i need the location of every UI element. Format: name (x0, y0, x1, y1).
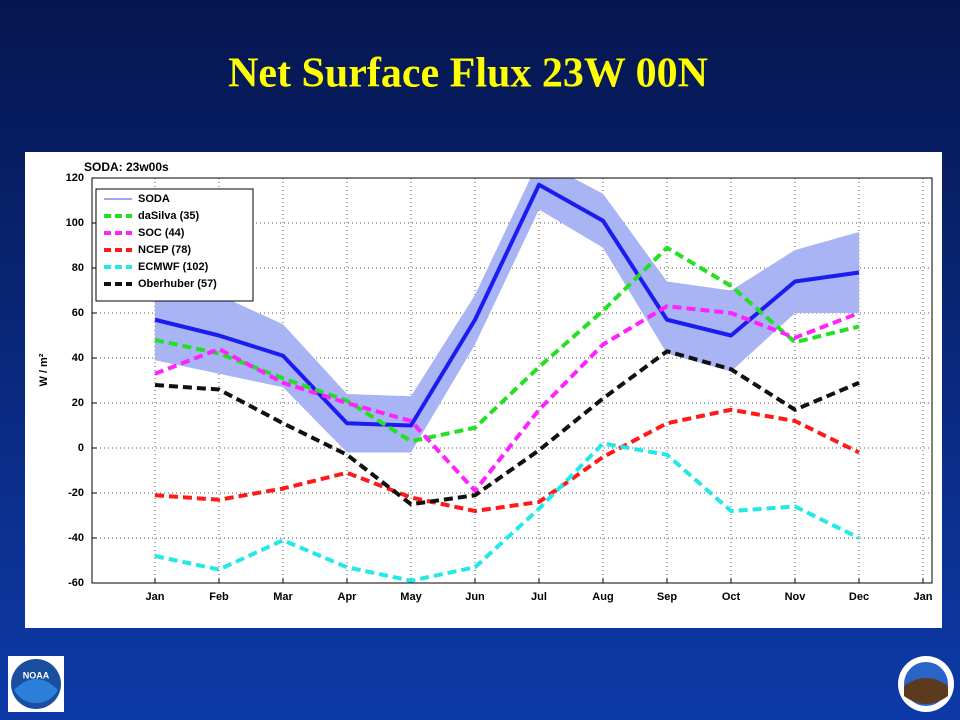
x-tick-label: Sep (657, 591, 677, 603)
x-tick-label: Jan (914, 591, 933, 603)
series-line (154, 407, 860, 513)
x-tick-label: Jan (146, 591, 165, 603)
legend-label: ECMWF (102) (138, 261, 209, 273)
y-tick-label: -60 (68, 577, 84, 589)
x-tick-label: Apr (338, 591, 358, 603)
plot: SODA: 23w00s W / m² -60 -40 -20 0 20 40 60 80 100 1… (38, 160, 933, 603)
series-line (154, 304, 860, 493)
x-tick-label: Feb (209, 591, 229, 603)
chart-subtitle: SODA: 23w00s (84, 160, 169, 174)
series-line (154, 182, 860, 428)
legend-label: NCEP (78) (138, 244, 191, 256)
x-tick-label: Dec (849, 591, 869, 603)
y-tick-label: 80 (72, 262, 84, 274)
plot-frame (91, 177, 933, 584)
y-tick-label: -40 (68, 532, 84, 544)
x-tick-label: Jul (531, 591, 547, 603)
y-tick-label: -20 (68, 487, 84, 499)
x-tick-label: May (400, 591, 422, 603)
y-axis-label: W / m² (38, 353, 50, 386)
y-tick-label: 100 (66, 217, 84, 229)
uncertainty-band (155, 178, 859, 453)
doc-logo (898, 656, 954, 712)
series-layer (154, 178, 860, 583)
series-line (154, 349, 860, 507)
x-tick-label: Mar (273, 591, 293, 603)
x-tick-label: Nov (785, 591, 807, 603)
legend-label: SODA (138, 193, 170, 205)
y-tick-label: 0 (78, 442, 84, 454)
legend-label: daSilva (35) (138, 210, 199, 222)
legend-label: Oberhuber (57) (138, 278, 217, 290)
x-tick-label: Aug (592, 591, 613, 603)
legend-label: SOC (44) (138, 227, 185, 239)
y-tick-label: 40 (72, 352, 84, 364)
x-tick-label: Oct (722, 591, 741, 603)
slide-title: Net Surface Flux 23W 00N (228, 51, 708, 97)
logo-text: NOAA (23, 670, 50, 680)
y-tick-label: 120 (66, 172, 84, 184)
series-line (154, 441, 860, 583)
noaa-logo: NOAA (8, 656, 64, 712)
legend-box (95, 188, 254, 302)
x-tick-label: Jun (465, 591, 485, 603)
y-tick-label: 20 (72, 397, 84, 409)
y-tick-label: 60 (72, 307, 84, 319)
